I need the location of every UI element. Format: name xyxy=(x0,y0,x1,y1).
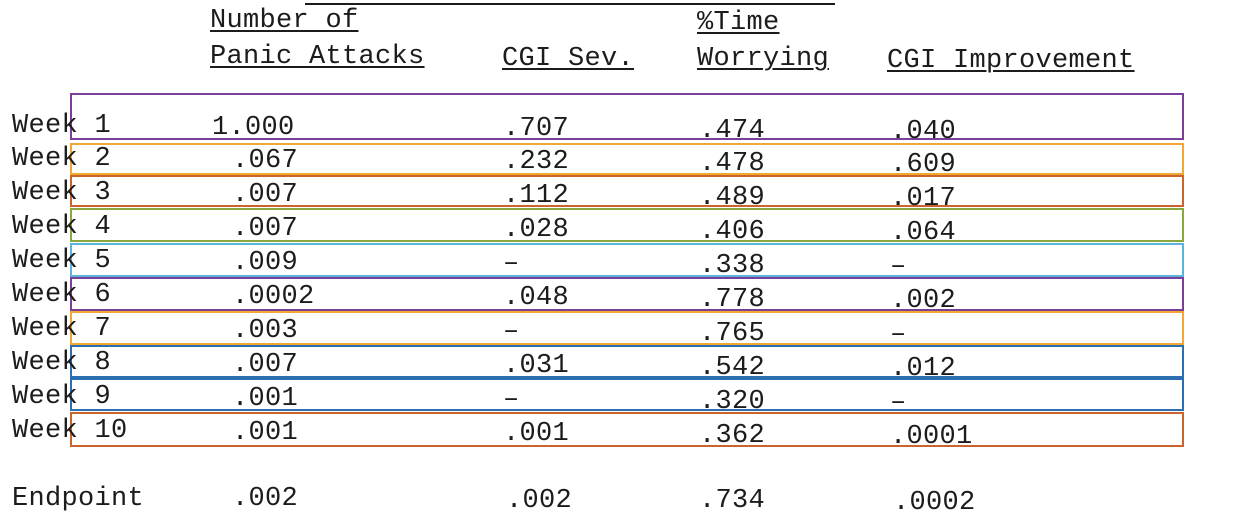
row-highlight-box xyxy=(70,412,1184,447)
cell-panic: .007 xyxy=(232,214,299,244)
cell-panic: .007 xyxy=(232,180,299,210)
row-highlight-box xyxy=(70,143,1184,175)
top-header-rule xyxy=(305,0,835,5)
cell-panic: .067 xyxy=(232,146,299,176)
cell-label: Week 5 xyxy=(12,246,112,276)
cell-worry: .406 xyxy=(699,217,766,247)
cell-cgi-sev: – xyxy=(503,385,520,415)
cell-cgi-sev: .112 xyxy=(503,181,570,211)
endpoint-cgi-imp: .0002 xyxy=(893,488,976,518)
cell-cgi-imp: – xyxy=(890,252,907,282)
row-highlight-box xyxy=(70,93,1184,140)
cell-label: Week 2 xyxy=(12,144,112,174)
cell-label: Week 6 xyxy=(12,280,112,310)
endpoint-cgi-sev: .002 xyxy=(506,486,573,516)
cell-cgi-sev: – xyxy=(503,249,520,279)
header-worry-line2: Worrying xyxy=(697,44,830,74)
cell-worry: .478 xyxy=(699,149,766,179)
header-cgi-sev: CGI Sev. xyxy=(502,44,635,74)
cell-cgi-sev: .001 xyxy=(503,419,570,449)
cell-cgi-imp: .040 xyxy=(890,117,957,147)
cell-panic: .001 xyxy=(232,384,299,414)
cell-worry: .778 xyxy=(699,285,766,315)
header-worry-line1: %Time xyxy=(697,8,780,38)
row-highlight-box xyxy=(70,208,1184,242)
cell-cgi-sev: – xyxy=(503,317,520,347)
cell-cgi-sev: .707 xyxy=(503,114,570,144)
row-highlight-box xyxy=(70,311,1184,345)
cell-panic: 1.000 xyxy=(212,113,295,143)
cell-worry: .474 xyxy=(699,116,766,146)
row-highlight-box xyxy=(70,345,1184,378)
cell-label: Week 8 xyxy=(12,348,112,378)
cell-cgi-sev: .048 xyxy=(503,283,570,313)
row-highlight-box xyxy=(70,175,1184,207)
header-cgi-improvement: CGI Improvement xyxy=(887,46,1135,76)
header-panic-line1: Number of xyxy=(210,6,359,36)
cell-panic: .003 xyxy=(232,316,299,346)
cell-worry: .338 xyxy=(699,251,766,281)
endpoint-panic: .002 xyxy=(232,484,299,514)
cell-label: Week 3 xyxy=(12,178,112,208)
cell-panic: .001 xyxy=(232,418,299,448)
row-highlight-box xyxy=(70,378,1184,411)
cell-panic: .0002 xyxy=(232,282,315,312)
cell-label: Week 9 xyxy=(12,382,112,412)
cell-worry: .362 xyxy=(699,421,766,451)
row-highlight-box xyxy=(70,243,1184,277)
cell-panic: .007 xyxy=(232,350,299,380)
cell-cgi-sev: .028 xyxy=(503,215,570,245)
cell-cgi-imp: – xyxy=(890,388,907,418)
endpoint-label: Endpoint xyxy=(12,484,145,514)
endpoint-worry: .734 xyxy=(699,486,766,516)
cell-worry: .765 xyxy=(699,319,766,349)
cell-label: Week 1 xyxy=(12,111,112,141)
cell-label: Week 7 xyxy=(12,314,112,344)
cell-cgi-imp: .0001 xyxy=(890,422,973,452)
header-panic-line2: Panic Attacks xyxy=(210,42,425,72)
cell-cgi-sev: .031 xyxy=(503,351,570,381)
cell-cgi-imp: – xyxy=(890,320,907,350)
cell-panic: .009 xyxy=(232,248,299,278)
cell-label: Week 4 xyxy=(12,212,112,242)
cell-label: Week 10 xyxy=(12,416,128,446)
row-highlight-box xyxy=(70,277,1184,311)
cell-cgi-sev: .232 xyxy=(503,147,570,177)
